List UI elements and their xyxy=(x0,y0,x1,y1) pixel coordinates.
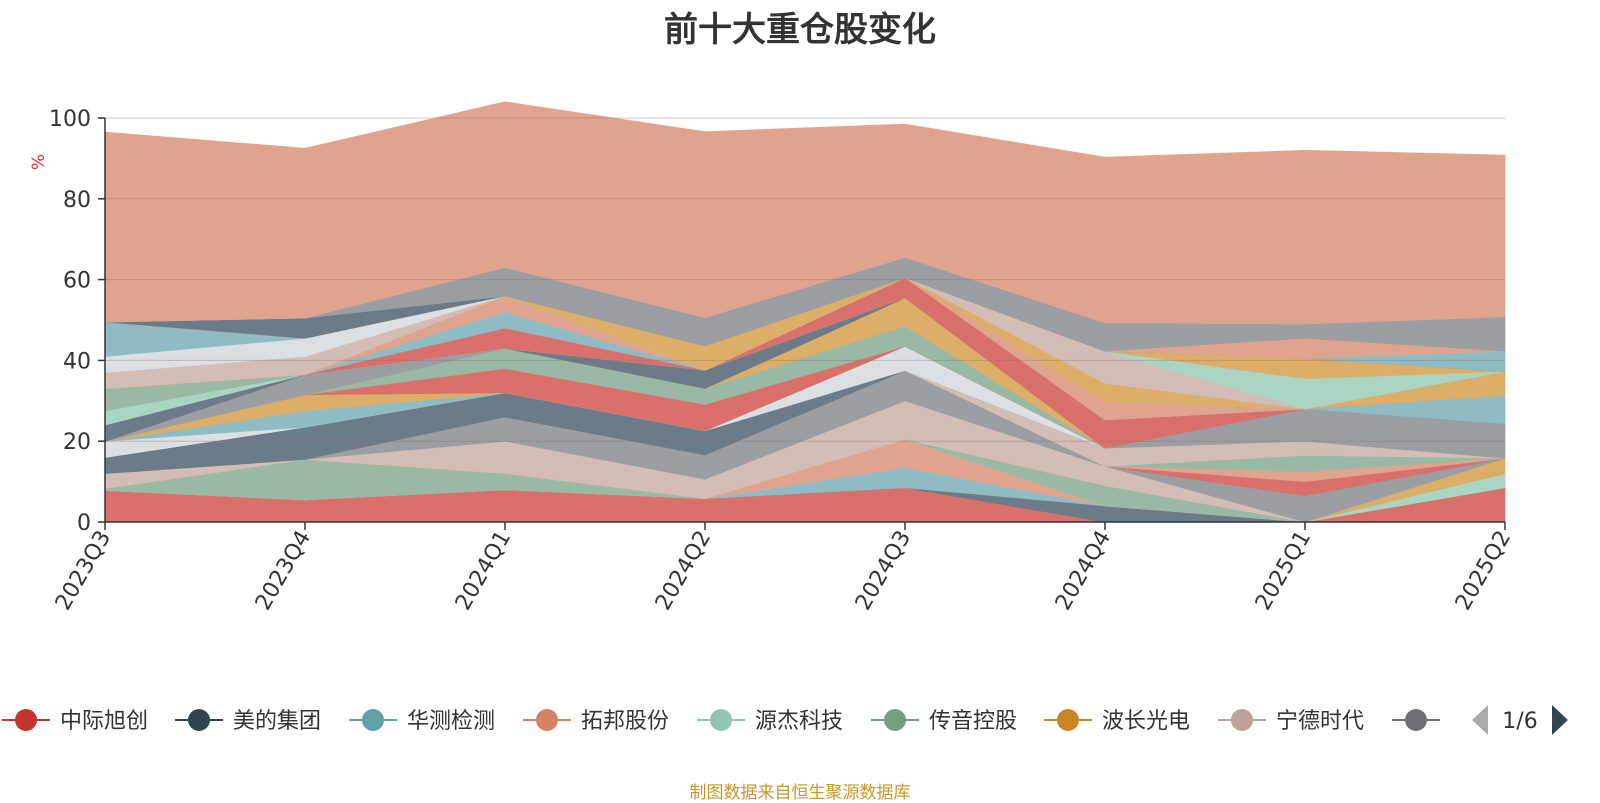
x-tick-label-7: 2025Q2 xyxy=(1451,527,1516,615)
legend-item-2[interactable]: 华测检测 xyxy=(349,709,495,734)
legend-label-7: 宁德时代 xyxy=(1276,709,1364,734)
y-axis-unit-label: % xyxy=(29,154,49,170)
legend-item-6[interactable]: 波长光电 xyxy=(1044,709,1190,734)
legend-item-5[interactable]: 传音控股 xyxy=(871,709,1017,734)
legend-label-2: 华测检测 xyxy=(407,709,495,734)
x-tick-label-3: 2024Q2 xyxy=(651,527,716,615)
x-tick-label-2: 2024Q1 xyxy=(451,527,516,615)
gridlines xyxy=(105,117,1505,442)
legend-label-3: 拓邦股份 xyxy=(581,709,669,734)
legend-marker-5 xyxy=(884,709,906,731)
y-tick-label-3: 60 xyxy=(63,269,91,294)
x-tick-label-0: 2023Q3 xyxy=(51,527,116,615)
legend-items: 中际旭创 美的集团 华测检测 拓邦股份 源杰科技 传音控股 波长光电 宁德时代 xyxy=(2,709,1440,734)
legend-label-6: 波长光电 xyxy=(1102,709,1190,734)
y-tick-label-5: 100 xyxy=(49,107,91,132)
x-tick-label-1: 2023Q4 xyxy=(251,527,316,615)
legend: 中际旭创 美的集团 华测检测 拓邦股份 源杰科技 传音控股 波长光电 宁德时代 1/6 xyxy=(2,705,1568,735)
legend-label-1: 美的集团 xyxy=(233,709,321,734)
legend-item-3[interactable]: 拓邦股份 xyxy=(523,709,669,734)
legend-marker-3 xyxy=(536,709,558,731)
y-tick-label-2: 40 xyxy=(63,349,91,374)
y-tick-label-4: 80 xyxy=(63,188,91,213)
legend-item-1[interactable]: 美的集团 xyxy=(175,709,321,734)
y-tick-label-1: 20 xyxy=(63,430,91,455)
x-tick-label-4: 2024Q3 xyxy=(851,527,916,615)
legend-item-0[interactable]: 中际旭创 xyxy=(2,709,148,734)
source-note: 制图数据来自恒生聚源数据库 xyxy=(689,783,911,803)
legend-marker-8 xyxy=(1405,709,1427,731)
area-series-41 xyxy=(104,101,1506,325)
legend-label-5: 传音控股 xyxy=(929,709,1017,734)
legend-marker-1 xyxy=(188,709,210,731)
chart-title: 前十大重仓股变化 xyxy=(664,10,936,50)
area-layer xyxy=(104,101,1506,523)
legend-item-8[interactable] xyxy=(1392,709,1440,731)
x-tick-label-5: 2024Q4 xyxy=(1051,527,1116,615)
legend-marker-6 xyxy=(1057,709,1079,731)
legend-item-7[interactable]: 宁德时代 xyxy=(1218,709,1364,734)
legend-page-indicator: 1/6 xyxy=(1502,709,1537,734)
legend-marker-2 xyxy=(362,709,384,731)
legend-marker-0 xyxy=(15,709,37,731)
legend-marker-4 xyxy=(710,709,732,731)
x-tick-label-6: 2025Q1 xyxy=(1251,527,1316,615)
legend-item-4[interactable]: 源杰科技 xyxy=(697,709,843,734)
y-tick-label-0: 0 xyxy=(77,511,91,536)
legend-label-0: 中际旭创 xyxy=(60,709,148,734)
legend-next-arrow-icon[interactable] xyxy=(1552,705,1568,735)
legend-prev-arrow-icon[interactable] xyxy=(1472,705,1488,735)
legend-marker-7 xyxy=(1231,709,1253,731)
legend-label-4: 源杰科技 xyxy=(755,709,843,734)
